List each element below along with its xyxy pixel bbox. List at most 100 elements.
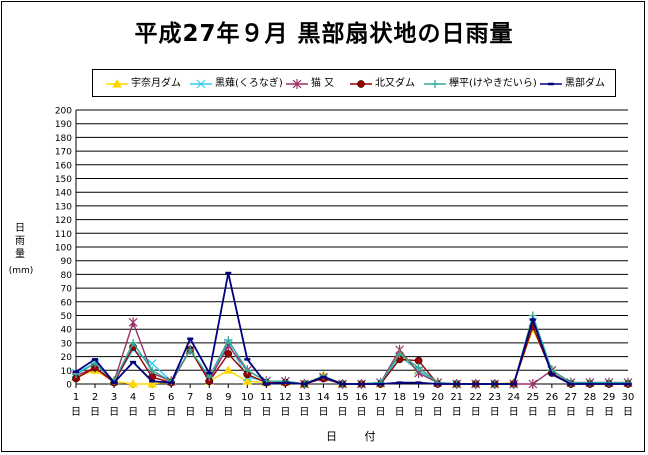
data-point	[414, 356, 423, 365]
legend-label: 北又ダム	[375, 78, 415, 89]
series-line	[75, 313, 628, 385]
x-tick-label: 19	[412, 392, 425, 403]
x-tick-suffix: 日	[166, 407, 176, 418]
x-tick-suffix: 日	[318, 407, 328, 418]
x-tick-label: 11	[260, 392, 273, 403]
x-tick-label: 12	[279, 392, 292, 403]
legend-swatch-marker	[431, 80, 439, 88]
x-tick-suffix: 日	[299, 407, 309, 418]
x-tick-label: 16	[355, 392, 368, 403]
y-tick-label: 140	[55, 189, 72, 199]
x-tick-suffix: 日	[604, 407, 614, 418]
data-point	[414, 363, 423, 372]
data-point	[376, 378, 385, 387]
x-tick-suffix: 日	[452, 407, 462, 418]
x-tick-suffix: 日	[185, 407, 195, 418]
series-group	[72, 322, 632, 388]
x-tick-suffix: 日	[547, 407, 557, 418]
y-axis-label-char: 雨	[15, 236, 25, 247]
x-tick-suffix: 日	[147, 407, 157, 418]
x-tick-suffix: 日	[109, 407, 119, 418]
x-tick-suffix: 日	[204, 407, 214, 418]
data-point	[223, 365, 234, 374]
y-tick-label: 30	[61, 339, 73, 349]
data-point	[186, 345, 195, 354]
x-tick-label: 23	[488, 392, 501, 403]
x-tick-suffix: 日	[223, 407, 233, 418]
data-point	[224, 336, 233, 345]
y-tick-label: 20	[61, 353, 73, 363]
x-tick-label: 1	[73, 392, 79, 403]
x-tick-label: 6	[168, 392, 174, 403]
legend-swatch-marker	[112, 78, 122, 88]
legend-label: 宇奈月ダム	[131, 78, 181, 89]
y-tick-label: 130	[55, 202, 72, 212]
y-tick-label: 100	[55, 244, 72, 254]
series-group	[73, 271, 631, 386]
y-tick-label: 200	[55, 107, 72, 117]
data-point	[224, 350, 233, 358]
x-tick-suffix: 日	[337, 407, 347, 418]
legend-swatch-icon	[286, 79, 308, 89]
legend: 宇奈月ダム 黒薙(くろなぎ) 猫 又 北又ダム 欅平(けやきだいら) 黒部ダム	[92, 69, 616, 97]
data-point	[528, 379, 538, 389]
y-axis-label-char: 量	[15, 249, 25, 260]
x-tick-suffix: 日	[528, 407, 538, 418]
x-tick-suffix: 日	[71, 407, 81, 418]
series-line	[75, 272, 628, 385]
y-tick-label: 60	[61, 298, 73, 308]
x-tick-suffix: 日	[509, 407, 519, 418]
y-tick-label: 170	[55, 148, 72, 158]
x-tick-label: 25	[526, 392, 539, 403]
data-point	[128, 317, 138, 328]
y-tick-label: 50	[61, 312, 73, 322]
x-tick-suffix: 日	[490, 407, 500, 418]
y-tick-label: 40	[61, 326, 73, 336]
x-tick-label: 5	[149, 392, 155, 403]
x-tick-label: 30	[622, 392, 635, 403]
x-tick-label: 17	[374, 392, 387, 403]
x-tick-suffix: 日	[585, 407, 595, 418]
legend-swatch-marker	[357, 80, 365, 88]
y-tick-label: 110	[55, 230, 72, 240]
data-point	[585, 378, 594, 387]
x-tick-suffix: 日	[242, 407, 252, 418]
x-tick-label: 4	[130, 392, 136, 403]
y-tick-label: 180	[55, 134, 72, 144]
data-point	[147, 378, 157, 388]
legend-label: 欅平(けやきだいら)	[449, 78, 537, 89]
y-axis-label-char: 日	[15, 223, 25, 234]
x-tick-label: 3	[111, 392, 117, 403]
data-point	[281, 377, 290, 386]
x-tick-suffix: 日	[357, 407, 367, 418]
data-point	[148, 366, 157, 375]
data-point	[129, 338, 138, 347]
legend-swatch-icon	[350, 80, 372, 88]
y-tick-label: 10	[61, 367, 73, 377]
x-tick-suffix: 日	[566, 407, 576, 418]
data-point	[395, 349, 404, 358]
y-tick-label: 160	[55, 161, 72, 171]
legend-label: 猫 又	[311, 78, 335, 89]
y-axis-label: 日雨量	[8, 222, 32, 261]
x-tick-suffix: 日	[90, 407, 100, 418]
x-tick-label: 20	[431, 392, 444, 403]
x-tick-label: 22	[469, 392, 482, 403]
x-tick-label: 28	[584, 392, 597, 403]
legend-swatch-icon	[190, 79, 212, 89]
x-tick-label: 27	[565, 392, 578, 403]
x-tick-label: 15	[336, 392, 349, 403]
data-point	[319, 371, 328, 380]
x-tick-label: 14	[317, 392, 330, 403]
chart-title: 平成27年９月 黒部扇状地の日雨量	[134, 21, 514, 47]
legend-swatch-marker	[292, 79, 302, 89]
x-axis-label: 日 付	[326, 430, 388, 443]
x-tick-suffix: 日	[261, 407, 271, 418]
y-tick-label: 120	[55, 216, 72, 226]
legend-label: 黒薙(くろなぎ)	[215, 78, 283, 89]
legend-swatch-icon	[424, 80, 446, 88]
x-tick-label: 21	[450, 392, 463, 403]
x-tick-suffix: 日	[395, 407, 405, 418]
data-point	[243, 366, 252, 375]
x-tick-suffix: 日	[280, 407, 290, 418]
